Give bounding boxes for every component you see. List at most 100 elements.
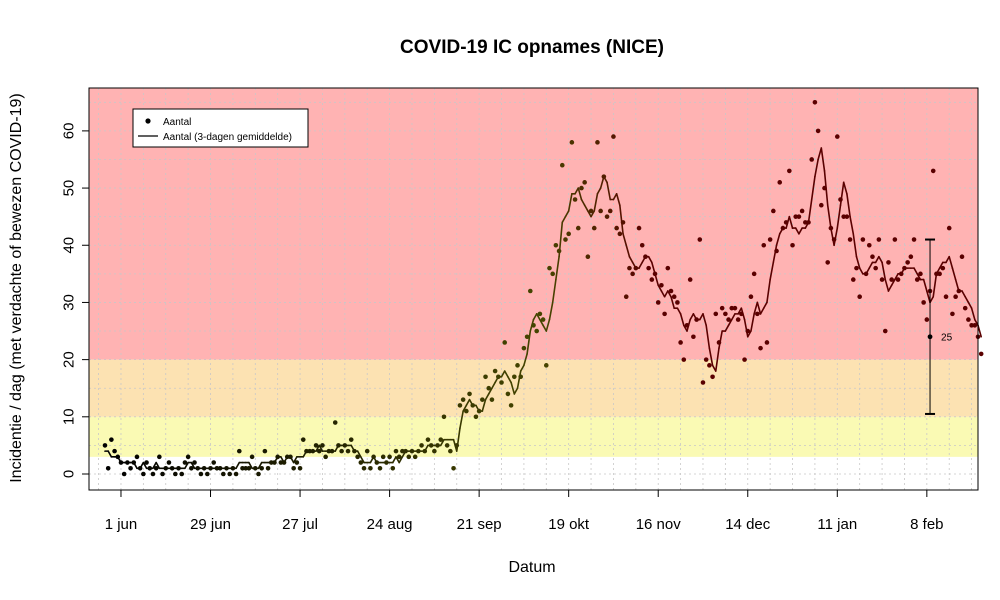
x-tick-label-4: 21 sep <box>457 516 502 533</box>
data-point <box>134 454 140 460</box>
series-line-segment <box>769 261 775 281</box>
series-line-segment <box>491 381 496 390</box>
data-point <box>662 311 667 317</box>
data-point <box>361 465 367 471</box>
data-point <box>182 460 188 465</box>
data-point <box>806 220 811 225</box>
series-line-segment <box>315 444 321 452</box>
data-point <box>611 134 616 139</box>
data-point <box>758 345 763 351</box>
data-point <box>518 374 524 380</box>
x-tick-label-5: 19 okt <box>548 516 590 533</box>
data-point <box>217 465 223 471</box>
data-point <box>860 237 866 242</box>
errorbar-group: 25 <box>925 238 953 415</box>
data-point <box>345 448 351 454</box>
data-point <box>166 460 172 465</box>
series-line-segment <box>535 313 541 321</box>
series-line-segment <box>836 204 842 229</box>
data-point <box>793 214 799 219</box>
series-line-segment <box>606 181 612 201</box>
data-point <box>956 288 962 294</box>
data-point <box>713 311 719 317</box>
series-line-segment <box>532 313 538 321</box>
data-point <box>588 208 594 214</box>
legend-box <box>132 108 309 148</box>
data-point <box>598 208 603 214</box>
series-line-segment <box>663 290 669 298</box>
series-line-segment <box>926 290 931 304</box>
data-point <box>137 465 143 471</box>
x-tick-label-1: 29 jun <box>190 516 231 533</box>
data-point <box>774 248 779 254</box>
data-point <box>336 443 341 448</box>
data-point <box>962 305 968 311</box>
data-point <box>978 351 984 357</box>
series-line-segment <box>523 353 528 367</box>
series-line-segment <box>730 313 736 321</box>
data-point <box>368 465 373 471</box>
series-line-segment <box>929 295 935 304</box>
data-point <box>201 465 207 471</box>
series-line-segment <box>360 456 365 464</box>
data-point <box>819 202 824 208</box>
data-point <box>310 448 316 454</box>
data-point <box>307 448 312 454</box>
data-point <box>655 300 661 305</box>
series-line-segment <box>750 313 755 332</box>
data-point <box>195 465 201 471</box>
series-line-segment <box>762 301 768 309</box>
series-line-segment <box>961 290 967 298</box>
data-point <box>547 265 552 271</box>
data-point <box>515 363 520 368</box>
data-point <box>416 448 421 454</box>
data-point <box>144 460 149 465</box>
data-point <box>675 300 680 305</box>
data-point <box>326 448 332 454</box>
data-point <box>470 403 476 408</box>
series-line-segment <box>932 273 938 298</box>
legend-point-marker <box>145 118 151 124</box>
data-point <box>339 448 344 454</box>
series-line-segment <box>679 313 685 327</box>
data-point <box>953 294 958 300</box>
data-point <box>393 448 399 454</box>
series-line-segment <box>756 301 762 315</box>
data-point <box>185 454 191 460</box>
data-point <box>553 242 559 248</box>
data-point <box>396 454 402 460</box>
series-line-segment <box>753 301 759 315</box>
data-point <box>739 311 744 317</box>
data-point <box>681 357 687 362</box>
series-line-segment <box>510 381 516 395</box>
data-point <box>374 460 380 465</box>
data-point <box>850 277 856 282</box>
series-line-segment <box>593 192 599 212</box>
data-point <box>320 443 325 448</box>
data-point <box>496 374 501 380</box>
series-line-segment <box>152 461 157 470</box>
series-line-segment <box>619 204 624 235</box>
data-point <box>646 265 651 271</box>
series-line-segment <box>577 187 583 201</box>
data-point <box>249 454 255 460</box>
series-line-segment <box>539 318 544 327</box>
chart-title: COVID-19 IC opnames (NICE) <box>400 37 664 58</box>
data-point <box>109 437 114 442</box>
data-point <box>265 465 271 471</box>
series-line-segment <box>718 330 723 349</box>
series-line-segment <box>567 192 573 212</box>
series-line-segment <box>590 210 596 218</box>
data-point <box>924 317 930 322</box>
series-line-segment <box>922 278 928 292</box>
data-point <box>147 465 153 471</box>
data-point <box>822 185 827 191</box>
data-point <box>464 408 469 414</box>
data-point <box>531 323 536 328</box>
data-point <box>812 99 818 105</box>
data-point <box>118 460 124 465</box>
data-point <box>716 340 722 345</box>
data-point <box>189 465 194 471</box>
data-point <box>543 363 549 368</box>
